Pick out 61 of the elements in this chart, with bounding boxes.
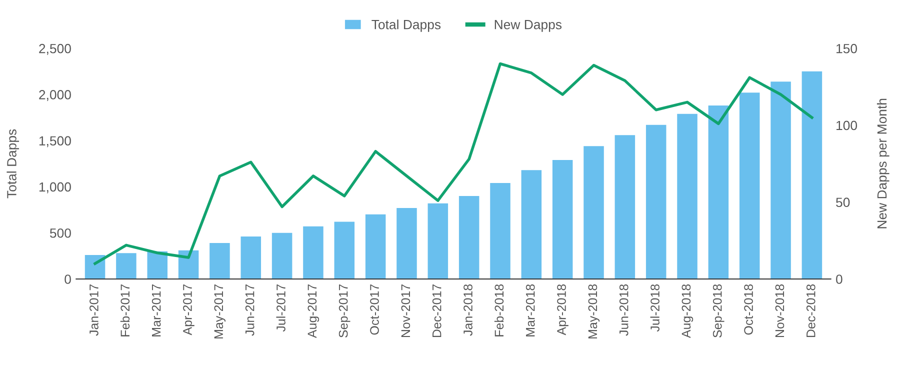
bar bbox=[739, 92, 760, 279]
bar bbox=[646, 124, 666, 279]
bar bbox=[521, 170, 542, 279]
y2-axis-title: New Dapps per Month bbox=[876, 98, 890, 228]
x-tick-label: Mar-2018 bbox=[526, 284, 535, 336]
bar bbox=[458, 196, 480, 279]
y-axis-title: Total Dapps bbox=[6, 129, 20, 198]
bar bbox=[428, 203, 448, 279]
bar bbox=[210, 243, 230, 279]
bar bbox=[147, 251, 168, 279]
y-tick-label: 2,500 bbox=[39, 44, 71, 55]
bar bbox=[240, 236, 262, 279]
x-tick-label: Jul-2017 bbox=[276, 284, 286, 332]
y2-tick-label: 0 bbox=[836, 274, 842, 284]
x-tick-label: Feb-2017 bbox=[120, 284, 130, 336]
bar bbox=[272, 232, 292, 279]
legend-label: Total Dapps bbox=[372, 20, 441, 32]
bar bbox=[396, 208, 417, 279]
x-tick-label: Aug-2018 bbox=[682, 284, 694, 338]
x-tick-label: Sep-2017 bbox=[338, 284, 350, 338]
y-tick-label: 1,000 bbox=[39, 182, 71, 194]
bar bbox=[116, 253, 136, 279]
bar bbox=[802, 71, 822, 279]
x-tick-label: Oct-2018 bbox=[744, 284, 753, 335]
legend-label: New Dapps bbox=[494, 20, 562, 32]
x-tick-label: Dec-2017 bbox=[432, 284, 442, 338]
x-tick-label: May-2018 bbox=[588, 284, 600, 338]
bar bbox=[584, 146, 604, 279]
x-tick-label: Apr-2017 bbox=[183, 284, 194, 336]
x-tick-label: Jun-2017 bbox=[245, 284, 254, 336]
y-tick-label: 1,500 bbox=[39, 136, 71, 148]
x-tick-label: Dec-2018 bbox=[806, 284, 816, 338]
y2-tick-label: 50 bbox=[836, 198, 850, 208]
y-tick-label: 0 bbox=[64, 274, 71, 284]
x-tick-label: Jun-2018 bbox=[619, 284, 628, 336]
line-series bbox=[94, 62, 814, 266]
y-tick-label: 2,000 bbox=[39, 90, 71, 101]
x-tick-label: Mar-2017 bbox=[152, 284, 161, 336]
bar bbox=[552, 160, 573, 279]
x-tick-label: Jul-2018 bbox=[650, 284, 660, 332]
x-tick-label: Aug-2017 bbox=[308, 284, 320, 338]
x-tick-label: Nov-2017 bbox=[401, 284, 410, 338]
x-tick-label: May-2017 bbox=[214, 284, 226, 338]
bar bbox=[334, 222, 355, 279]
x-tick-label: Apr-2018 bbox=[557, 284, 568, 336]
y2-tick-label: 150 bbox=[836, 44, 858, 54]
y-tick-label: 500 bbox=[50, 228, 71, 238]
x-tick-label: Jan-2017 bbox=[90, 284, 98, 336]
bar bbox=[770, 82, 791, 279]
x-tick-label: Feb-2018 bbox=[494, 284, 504, 336]
bar bbox=[614, 135, 636, 279]
x-tick-label: Oct-2017 bbox=[370, 284, 379, 335]
bar bbox=[365, 214, 386, 279]
bar bbox=[677, 114, 698, 279]
x-tick-label: Jan-2018 bbox=[464, 284, 472, 336]
bar bbox=[708, 106, 729, 279]
bar bbox=[490, 183, 510, 279]
x-tick-label: Nov-2018 bbox=[775, 284, 784, 338]
bar bbox=[303, 226, 324, 279]
x-tick-label: Sep-2018 bbox=[712, 284, 724, 338]
y2-tick-label: 100 bbox=[836, 120, 858, 130]
